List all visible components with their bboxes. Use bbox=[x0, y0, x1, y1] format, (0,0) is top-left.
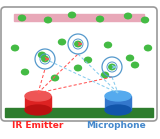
Ellipse shape bbox=[12, 45, 19, 51]
Text: Microphone: Microphone bbox=[86, 121, 146, 130]
Ellipse shape bbox=[44, 17, 52, 23]
Ellipse shape bbox=[109, 64, 115, 70]
Ellipse shape bbox=[127, 55, 133, 61]
Bar bbox=[5, 108, 153, 117]
Ellipse shape bbox=[124, 13, 132, 19]
Ellipse shape bbox=[84, 57, 92, 63]
Ellipse shape bbox=[141, 17, 148, 23]
Ellipse shape bbox=[96, 16, 104, 22]
FancyBboxPatch shape bbox=[1, 7, 157, 121]
Ellipse shape bbox=[42, 56, 48, 62]
Ellipse shape bbox=[25, 91, 51, 101]
Ellipse shape bbox=[59, 39, 65, 45]
Ellipse shape bbox=[105, 91, 131, 101]
Text: IR Emitter: IR Emitter bbox=[12, 121, 64, 130]
Ellipse shape bbox=[75, 65, 81, 71]
Ellipse shape bbox=[21, 69, 28, 75]
Ellipse shape bbox=[52, 75, 59, 81]
Ellipse shape bbox=[101, 72, 108, 78]
Ellipse shape bbox=[39, 52, 45, 58]
Ellipse shape bbox=[104, 42, 112, 48]
Ellipse shape bbox=[75, 41, 81, 47]
Ellipse shape bbox=[144, 45, 152, 51]
Ellipse shape bbox=[68, 12, 76, 18]
Ellipse shape bbox=[105, 105, 131, 115]
Ellipse shape bbox=[132, 62, 139, 68]
Ellipse shape bbox=[25, 105, 51, 115]
Bar bbox=[25, 96, 51, 110]
Bar bbox=[14, 14, 144, 21]
Ellipse shape bbox=[19, 15, 25, 21]
Bar bbox=[105, 96, 131, 110]
